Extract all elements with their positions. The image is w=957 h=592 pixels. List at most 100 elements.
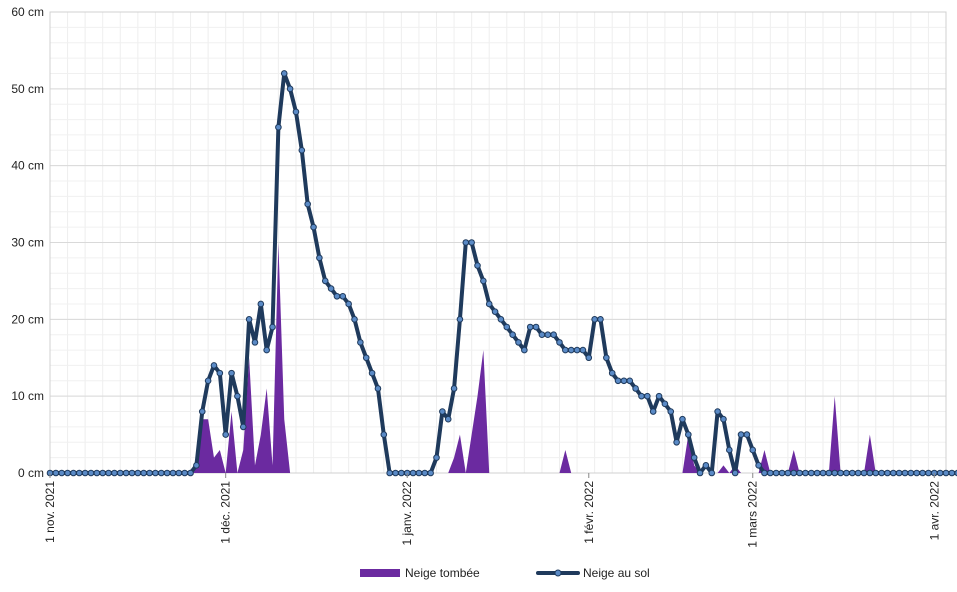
snow-depth-point: [456, 316, 464, 323]
snow-depth-point: [638, 392, 645, 400]
snow-depth-point: [696, 469, 704, 477]
snow-depth-point: [427, 469, 434, 477]
snow-depth-point: [737, 431, 745, 438]
snow-depth-point: [778, 469, 786, 477]
snow-depth-point: [480, 277, 487, 285]
snow-depth-point: [128, 469, 136, 477]
snow-depth-point: [837, 469, 844, 477]
x-tick-label: 1 févr. 2022: [582, 481, 596, 544]
legend: Neige tombée Neige au sol: [360, 566, 650, 580]
snow-depth-point: [731, 469, 739, 477]
snow-depth-point: [140, 469, 147, 477]
snow-depth-point: [239, 423, 247, 431]
snow-depth-point: [269, 323, 276, 331]
snow-depth-point: [468, 239, 475, 246]
snow-depth-point: [866, 469, 874, 477]
snow-depth-point: [661, 400, 669, 408]
snow-depth-point: [901, 469, 909, 477]
snow-depth-point: [895, 469, 903, 477]
snow-depth-point: [831, 469, 839, 477]
snow-depth-point: [450, 385, 458, 392]
snow-depth-point: [433, 454, 440, 461]
snow-depth-point: [556, 339, 563, 346]
snow-depth-point: [767, 469, 774, 477]
y-tick-label: 40 cm: [11, 159, 44, 173]
snow-depth-point: [813, 469, 821, 477]
snow-depth-point: [491, 308, 499, 315]
snow-depth-point: [849, 469, 856, 477]
snow-depth-point: [521, 346, 528, 354]
snow-depth-point: [462, 239, 470, 246]
snow-depth-point: [878, 469, 885, 477]
x-axis-ticks: 1 nov. 2021 1 déc. 2021 1 janv. 2022 1 févr…: [43, 473, 941, 548]
snow-depth-point: [380, 431, 388, 438]
snow-depth-point: [503, 323, 511, 331]
snow-depth-point: [796, 469, 803, 477]
snow-depth-point: [409, 469, 417, 477]
y-tick-label: 60 cm: [11, 5, 44, 19]
snowfall-area-layer: [50, 242, 957, 473]
snow-depth-point: [854, 469, 862, 477]
y-tick-label: 30 cm: [11, 236, 44, 250]
snow-depth-point: [163, 469, 171, 477]
snow-depth-point: [321, 277, 329, 285]
snow-depth-point: [52, 469, 60, 477]
snow-depth-point: [567, 346, 575, 354]
snow-depth-point: [790, 469, 798, 477]
snow-depth-point: [93, 469, 101, 477]
snow-depth-point: [374, 385, 382, 392]
snow-depth-point: [169, 469, 177, 477]
snow-depth-point: [679, 415, 686, 423]
snow-depth-point: [708, 469, 716, 477]
snow-depth-point: [608, 369, 616, 377]
snow-depth-point: [368, 369, 376, 377]
snow-depth-point: [362, 354, 370, 362]
snow-depth-point: [913, 469, 921, 477]
snow-depth-point: [889, 469, 897, 477]
snow-depth-point: [784, 469, 792, 477]
snow-depth-point: [304, 200, 311, 208]
snow-depth-point: [872, 469, 880, 477]
snow-depth-point: [228, 369, 235, 377]
snow-depth-point: [772, 469, 780, 477]
snow-depth-point: [603, 354, 610, 362]
snow-depth-point: [755, 462, 762, 469]
legend-swatch-neige-tombee[interactable]: [360, 569, 400, 577]
snow-depth-point: [538, 331, 546, 339]
snow-depth-point: [64, 469, 71, 477]
legend-label-neige-au-sol[interactable]: Neige au sol: [583, 566, 650, 580]
snowfall-area: [50, 242, 957, 473]
snow-depth-point: [116, 469, 124, 477]
snow-depth-point: [843, 469, 850, 477]
snow-depth-point: [327, 285, 335, 292]
snow-depth-point: [58, 469, 66, 477]
snow-depth-point: [649, 408, 657, 415]
snow-depth-point: [632, 385, 639, 392]
snow-depth-point: [819, 469, 827, 477]
snow-depth-point: [111, 469, 118, 477]
legend-label-neige-tombee[interactable]: Neige tombée: [405, 566, 480, 580]
snow-depth-point: [509, 331, 516, 339]
snow-depth-point: [251, 339, 259, 346]
snow-depth-point: [87, 469, 95, 477]
snow-depth-point: [749, 446, 757, 454]
snow-depth-point: [743, 431, 751, 438]
snow-depth-point: [292, 108, 300, 116]
snow-depth-point: [573, 346, 581, 354]
snow-depth-point: [474, 262, 481, 269]
y-tick-label: 0 cm: [18, 466, 44, 480]
x-tick-label: 1 nov. 2021: [43, 481, 57, 543]
snow-depth-point: [655, 392, 663, 400]
plot-frame: [49, 11, 947, 474]
snow-depth-point: [860, 469, 868, 477]
snow-depth-point: [579, 346, 587, 354]
snow-depth-point: [181, 469, 188, 477]
snow-depth-point: [667, 408, 675, 415]
snow-depth-point: [75, 469, 83, 477]
snow-depth-point: [485, 300, 493, 308]
snow-depth-point: [275, 123, 282, 131]
y-tick-label: 20 cm: [11, 312, 44, 326]
major-gridlines: [49, 11, 947, 474]
snow-depth-point: [105, 469, 112, 477]
snow-depth-point: [550, 331, 557, 339]
